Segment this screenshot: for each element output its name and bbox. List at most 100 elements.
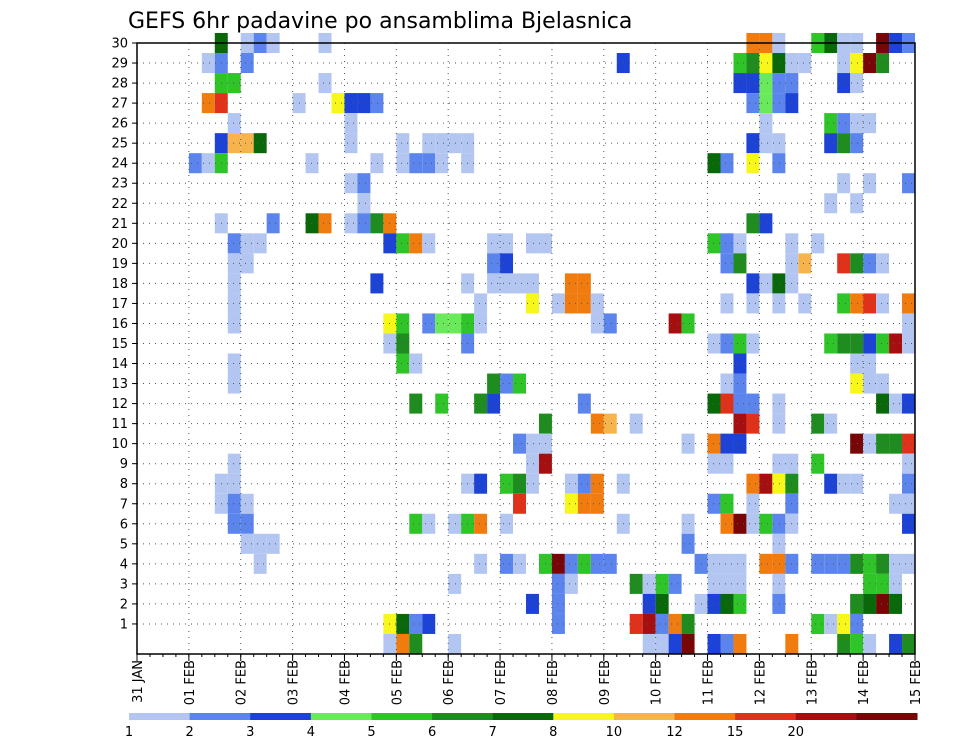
legend-swatch — [613, 713, 676, 720]
precip-cell — [837, 253, 851, 274]
precip-cell — [564, 273, 578, 294]
precip-cell — [733, 353, 747, 374]
precip-cell — [422, 233, 436, 254]
precip-cell — [590, 413, 604, 434]
precip-cell — [396, 633, 410, 654]
legend-label: 12 — [666, 725, 683, 740]
precip-cell — [850, 633, 864, 654]
precip-cell — [759, 473, 773, 494]
precip-cell — [577, 493, 591, 514]
precip-cell — [837, 633, 851, 654]
precip-cell — [733, 573, 747, 594]
precip-cell — [876, 573, 890, 594]
precip-cell — [902, 293, 915, 314]
precip-cell — [837, 73, 851, 94]
precip-cell — [474, 313, 488, 334]
precip-cell — [668, 573, 682, 594]
x-tick-label: 07 FEB — [494, 660, 509, 705]
precip-cell — [590, 553, 604, 574]
precip-cell — [850, 613, 864, 634]
precip-cell — [513, 373, 526, 394]
y-tick-label: 19 — [111, 257, 128, 272]
precip-cell — [227, 113, 241, 134]
precip-cell — [448, 633, 462, 654]
precip-cell — [344, 213, 358, 234]
precip-cell — [824, 113, 838, 134]
precip-cell — [850, 373, 864, 394]
precip-cell — [850, 53, 864, 74]
legend-swatch — [129, 713, 191, 720]
y-tick-label: 25 — [111, 137, 128, 152]
precip-cell — [305, 153, 319, 174]
precip-cell — [526, 473, 539, 494]
precip-cell — [759, 133, 773, 154]
precip-cell — [188, 153, 202, 174]
precip-cell — [837, 133, 851, 154]
precip-cell — [526, 273, 539, 294]
precip-cell — [720, 393, 734, 414]
y-tick-label: 8 — [120, 477, 128, 492]
precip-cell — [396, 233, 410, 254]
precip-cell — [746, 273, 760, 294]
legend-label: 1 — [125, 725, 133, 740]
precip-cell — [733, 433, 747, 454]
precip-cell — [720, 593, 734, 614]
precip-cell — [240, 53, 254, 74]
precip-cell — [772, 473, 786, 494]
precip-cell — [772, 93, 786, 114]
precip-cell — [500, 513, 514, 534]
x-tick-label: 15 FEB — [909, 660, 924, 705]
precip-cell — [668, 313, 682, 334]
legend-swatch — [674, 713, 736, 720]
precip-cell — [759, 93, 773, 114]
precip-cell — [720, 493, 734, 514]
precip-cell — [487, 273, 501, 294]
precip-cell — [448, 573, 462, 594]
precip-cell — [227, 453, 241, 474]
precip-cell — [227, 133, 241, 154]
y-tick-label: 3 — [120, 577, 128, 592]
y-tick-label: 17 — [111, 297, 128, 312]
precip-cell — [772, 293, 786, 314]
heatmap-cells — [188, 32, 915, 654]
precip-cell — [513, 493, 526, 514]
precip-cell — [681, 613, 695, 634]
precip-cell — [824, 613, 838, 634]
precip-cell — [681, 313, 695, 334]
legend-swatch — [371, 713, 433, 720]
precip-cell — [370, 273, 384, 294]
precip-cell — [435, 133, 449, 154]
precip-cell — [759, 553, 773, 574]
precip-cell — [500, 233, 514, 254]
precip-cell — [720, 433, 734, 454]
precip-cell — [707, 573, 721, 594]
precip-cell — [603, 553, 617, 574]
precip-cell — [396, 353, 410, 374]
precip-cell — [746, 413, 760, 434]
precip-cell — [837, 473, 851, 494]
precip-cell — [850, 73, 864, 94]
precip-cell — [318, 213, 332, 234]
legend-swatch — [250, 713, 312, 720]
precip-cell — [448, 513, 462, 534]
legend-swatch — [432, 713, 494, 720]
precip-cell — [837, 333, 851, 354]
y-tick-label: 9 — [120, 457, 128, 472]
precip-cell — [551, 553, 565, 574]
precip-cell — [772, 153, 786, 174]
precip-cell — [902, 633, 915, 654]
precip-cell — [409, 613, 423, 634]
precip-cell — [370, 93, 384, 114]
legend-label: 2 — [185, 725, 193, 740]
precip-cell — [655, 633, 669, 654]
precip-cell — [474, 513, 488, 534]
precip-cell — [551, 613, 565, 634]
precip-cell — [629, 613, 643, 634]
precip-cell — [201, 53, 215, 74]
precip-cell — [733, 413, 747, 434]
precip-cell — [824, 413, 838, 434]
x-tick-label: 14 FEB — [857, 660, 872, 705]
precip-cell — [707, 453, 721, 474]
precip-cell — [876, 553, 890, 574]
precip-cell — [642, 573, 656, 594]
